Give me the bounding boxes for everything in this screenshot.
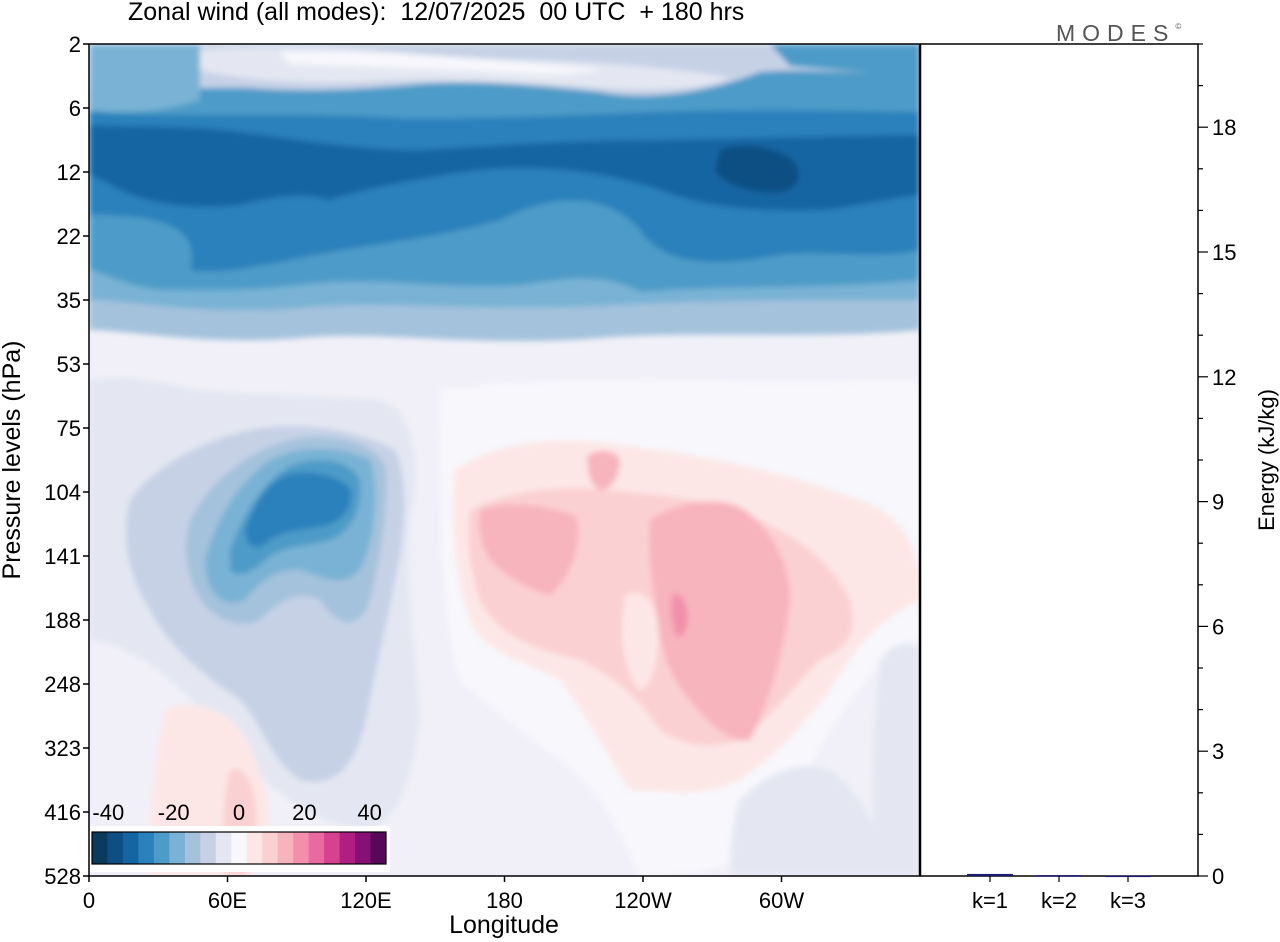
energy-axis: 0 3 6 9 12 15 18 [1198,43,1236,889]
y-tick-label: 416 [44,800,81,825]
y-tick-label: 35 [57,288,81,313]
colorbar-swatch [184,832,201,864]
x-tick-label: 60E [208,888,247,913]
colorbar: -40 -20 0 20 40 [90,800,390,872]
colorbar-tick-label: 0 [233,800,245,825]
energy-tick-label: 0 [1212,864,1224,889]
pressure-axis: 2 6 12 22 35 53 75 104 141 188 248 323 416 528 [44,32,89,889]
logo-mark: © [1175,22,1182,31]
energy-bar [967,873,1013,876]
colorbar-tick-label: 40 [357,800,381,825]
colorbar-swatch [169,832,186,864]
longitude-axis: 0 60E 120E 180 120W 60W [83,876,804,913]
colorbar-tick-label: -40 [92,800,124,825]
modes-logo: MODES© [1056,20,1181,47]
x-tick-label: 120W [614,888,672,913]
energy-bars: k=1 k=2 k=3 [967,873,1151,913]
y-tick-label: 528 [44,864,81,889]
x-tick-label: 0 [83,888,95,913]
colorbar-swatch [246,832,263,864]
energy-tick-label: 6 [1212,614,1224,639]
chart-title: Zonal wind (all modes): 12/07/2025 00 UT… [128,0,745,26]
y-tick-label: 6 [69,96,81,121]
energy-bar-label: k=3 [1110,888,1146,913]
energy-panel-frame [919,43,1199,877]
energy-bar [1036,875,1082,877]
y-tick-label: 104 [44,480,81,505]
energy-bar-label: k=1 [972,888,1008,913]
colorbar-swatch [138,832,155,864]
energy-bar-label: k=2 [1041,888,1077,913]
energy-tick-label: 18 [1212,115,1236,140]
colorbar-swatch [153,832,170,864]
energy-tick-label: 15 [1212,240,1236,265]
colorbar-swatch [231,832,248,864]
colorbar-swatch [355,832,372,864]
y-axis-label: Pressure levels (hPa) [0,341,26,580]
colorbar-tick-label: 20 [292,800,316,825]
colorbar-frame [91,831,387,865]
colorbar-swatch [370,832,387,864]
energy-axis-label: Energy (kJ/kg) [1254,389,1279,531]
colorbar-swatch [200,832,217,864]
y-tick-label: 75 [57,416,81,441]
energy-tick-label: 9 [1212,490,1224,515]
heatmap-field [89,44,920,876]
colorbar-swatch [262,832,279,864]
y-tick-label: 22 [57,224,81,249]
energy-tick-label: 12 [1212,365,1236,390]
colorbar-swatch [277,832,294,864]
energy-tick-label: 3 [1212,739,1224,764]
y-tick-label: 53 [57,352,81,377]
colorbar-swatch [107,832,124,864]
y-tick-label: 12 [57,160,81,185]
colorbar-swatch [122,832,139,864]
x-tick-label: 120E [340,888,391,913]
x-tick-label: 60W [759,888,804,913]
logo-text: MODES [1056,20,1176,46]
colorbar-swatch [324,832,341,864]
y-tick-label: 141 [44,544,81,569]
colorbar-swatch [92,832,108,864]
colorbar-swatch [293,832,310,864]
colorbar-swatch [215,832,232,864]
y-tick-label: 323 [44,736,81,761]
colorbar-swatch [339,832,356,864]
colorbar-tick-label: -20 [158,800,190,825]
y-tick-label: 2 [69,32,81,57]
colorbar-swatch [308,832,325,864]
y-tick-label: 248 [44,672,81,697]
x-axis-label: Longitude [449,911,559,939]
y-tick-label: 188 [44,608,81,633]
x-tick-label: 180 [486,888,523,913]
